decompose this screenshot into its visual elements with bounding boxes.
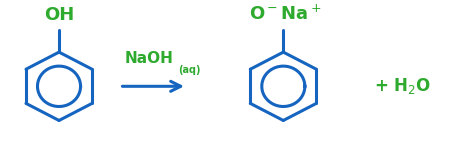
Text: NaOH: NaOH xyxy=(124,51,173,66)
Text: O$^-$Na$^+$: O$^-$Na$^+$ xyxy=(249,5,322,24)
Text: (aq): (aq) xyxy=(178,65,200,75)
Text: + H$_2$O: + H$_2$O xyxy=(374,76,431,96)
Text: OH: OH xyxy=(44,6,74,24)
